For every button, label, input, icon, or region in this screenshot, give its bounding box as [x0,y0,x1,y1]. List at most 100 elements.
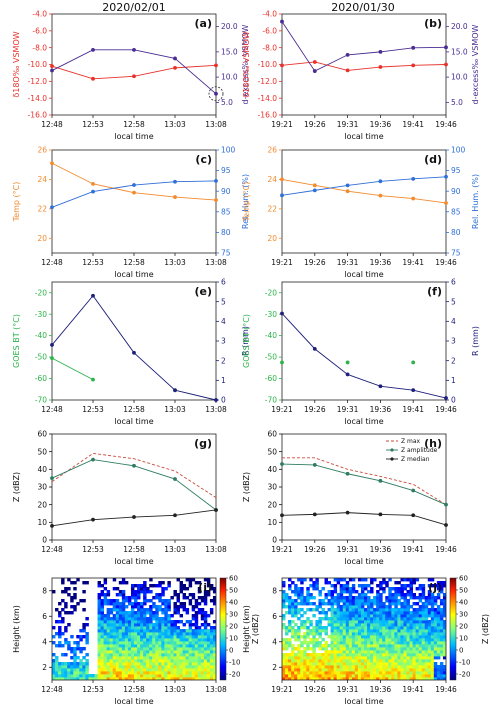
heatmap-cell [155,617,159,621]
heatmap-cell [418,608,423,612]
heatmap-cell [336,626,341,630]
heatmap-cell [100,632,105,636]
heatmap-cell [351,605,356,609]
heatmap-cell [376,596,380,600]
x-tick-label: 19:36 [370,685,392,694]
heatmap-cell [155,665,159,669]
x-tick-label: 19:31 [337,258,359,267]
heatmap-cell [427,590,432,594]
heatmap-cell [412,650,417,654]
heatmap-cell [282,671,286,675]
y-axis-label: δ18O‰ VSMOW [242,31,251,97]
heatmap-cell [158,659,162,663]
heatmap-cell [336,677,341,680]
heatmap-cell [354,626,359,630]
heatmap-cell [203,626,208,630]
data-point [91,189,95,194]
heatmap-cell [173,626,177,630]
heatmap-cell [203,635,208,639]
heatmap-cell [124,620,129,624]
heatmap-cell [424,596,429,600]
colorbar-tick-label: 40 [229,598,238,606]
heatmap-cell [121,578,126,582]
data-point [173,195,177,199]
heatmap-cell [357,653,362,657]
heatmap-cell [409,668,413,672]
heatmap-cell [418,623,423,627]
heatmap-cell [73,677,77,680]
heatmap-cell [61,671,65,675]
heatmap-cell [433,584,438,588]
heatmap-cell [155,671,159,675]
heatmap-cell [85,671,89,675]
heatmap-cell [112,641,117,645]
heatmap-cell [321,626,325,630]
y-tick-label: -30 [35,310,47,319]
heatmap-cell [333,587,338,591]
heatmap-cell [385,638,389,642]
y-tick-label: -70 [265,396,277,405]
x-tick-label: 19:41 [402,405,424,414]
heatmap-cell [61,581,65,585]
heatmap-cell [197,608,202,612]
heatmap-cell [397,662,401,666]
heatmap-cell [315,638,319,642]
heatmap-cell [100,593,105,597]
heatmap-cell [397,635,401,639]
heatmap-cell [282,677,286,680]
heatmap-cell [430,623,435,627]
data-point [132,74,136,79]
heatmap-cell [409,653,413,657]
heatmap-cell [94,677,98,680]
heatmap-cell [161,665,165,669]
heatmap-cell [351,626,356,630]
heatmap-cell [397,674,401,678]
heatmap-cell [427,578,432,582]
heatmap-cell [300,620,304,624]
heatmap-cell [367,611,371,615]
heatmap-cell [130,638,135,642]
heatmap-cell [121,614,126,618]
series-line [51,295,217,401]
data-point [312,183,317,188]
y-tick-label: -16.0 [258,111,278,120]
heatmap-cell [312,596,316,600]
heatmap-cell [333,647,338,651]
heatmap-cell [391,614,395,618]
heatmap-cell [385,659,389,663]
heatmap-cell [306,665,310,669]
heatmap-cell [118,581,123,585]
heatmap-cell [170,596,174,600]
heatmap-cell [197,647,202,651]
heatmap-cell [206,632,211,636]
y-tick-label: -40 [265,331,277,340]
y2-tick-label: 2 [451,356,456,365]
heatmap-cell [412,602,417,606]
heatmap-cell [324,647,328,651]
heatmap-cell [415,659,420,663]
heatmap-cell [203,647,208,651]
heatmap-cell [342,638,347,642]
heatmap-cell [403,632,407,636]
heatmap-cell [336,593,341,597]
heatmap-cell [442,635,446,639]
heatmap-cell [412,668,417,672]
legend-marker [390,457,394,461]
heatmap-cell [170,665,174,669]
heatmap-cell [306,656,310,660]
x-tick-label: 13:03 [164,685,186,694]
heatmap-cell [397,614,401,618]
heatmap-cell [76,671,80,675]
legend-label: Z max [401,438,421,445]
heatmap-cell [100,665,105,669]
heatmap-cell [182,674,187,678]
data-point [91,181,95,186]
x-tick-label: 13:08 [205,405,227,414]
heatmap-cell [427,674,432,678]
heatmap-cell [321,611,325,615]
heatmap-cell [115,629,120,633]
heatmap-cell [336,644,341,648]
heatmap-cell [76,668,80,672]
